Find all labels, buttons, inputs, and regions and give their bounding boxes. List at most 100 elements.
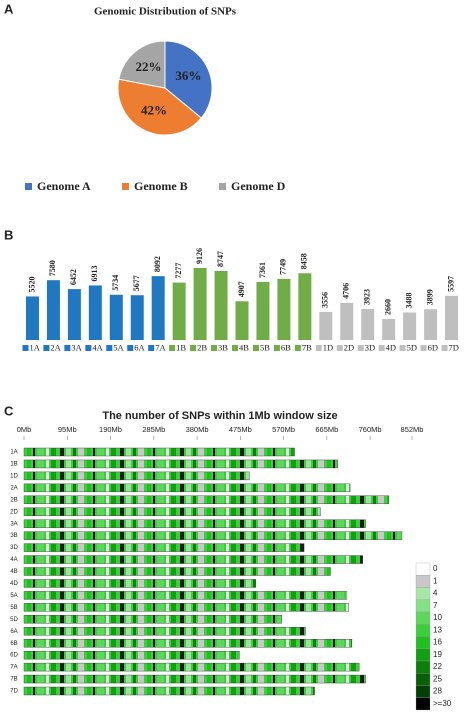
legend-swatch [273,345,280,351]
legend-swatch [43,345,50,351]
x-tick-label: 1B [176,342,186,352]
colorbar-label: 7 [433,601,438,610]
row-label: 5A [10,593,17,599]
value-label: 4706 [342,283,351,299]
value-label: 7580 [48,260,57,276]
x-tick-label: 4D [386,342,396,352]
colorbar-label: 13 [433,625,442,634]
chromosome-bar [23,507,321,516]
value-label: 9126 [195,248,204,264]
x-tick-label: 7B [302,342,312,352]
value-label: 7361 [258,262,267,278]
x-tick-label: 1D [323,342,333,352]
value-label: 8747 [216,251,225,267]
row-label: 1B [10,462,17,468]
legend-swatch [85,345,92,351]
value-label: 7277 [174,263,183,279]
colorbar-cell [415,648,431,662]
slice-label: 42% [141,102,167,117]
bar [445,295,459,340]
chart-title: The number of SNPs within 1Mb window siz… [102,410,337,422]
x-tick-label: 6D [428,342,438,352]
x-tick-label: 5D [407,342,417,352]
value-label: 4907 [237,281,246,297]
chromosome-bar [23,447,295,457]
colorbar-label: 19 [433,650,442,659]
legend-label: Genome D [231,179,286,193]
x-tick-label: 3A [71,342,82,352]
x-tick-label: 380Mb [186,425,209,434]
row-label: 3A [10,521,17,527]
chromosome-bar [23,543,305,552]
x-tick-label: 95Mb [58,425,77,434]
legend-swatch [211,345,218,351]
legend-swatch [357,345,364,351]
x-tick-label: 285Mb [142,425,165,434]
value-label: 8092 [153,256,162,272]
value-label: 5597 [446,276,455,292]
row-label: 1A [10,450,17,456]
legend-swatch [169,345,176,351]
row-label: 5D [10,617,18,623]
x-tick-label: 475Mb [229,425,252,434]
value-label: 3923 [363,289,372,305]
colorbar-cell [415,575,431,588]
legend-swatch [190,345,197,351]
pie-slice [118,40,166,89]
chromosome-bar [23,674,366,684]
chromosome-bar [23,567,331,576]
legend-swatch [22,345,29,351]
legend-swatch [219,183,226,190]
x-tick-label: 760Mb [359,425,382,434]
value-label: 3899 [425,289,434,305]
colorbar-cell [415,624,431,637]
legend-swatch [420,345,427,351]
colorbar-cell [415,660,431,674]
x-tick-label: 1A [29,342,40,352]
colorbar-label: >=30 [433,699,452,708]
x-tick-label: 2B [197,342,207,352]
chromosome-bar [23,639,353,648]
bar [214,270,228,340]
chromosome-bar [23,495,389,504]
bar [172,282,186,340]
bar [88,285,102,340]
row-label: 6A [10,629,17,635]
x-tick-label: 852Mb [401,425,424,434]
slice-label: 36% [175,68,201,83]
value-label: 3488 [404,292,413,308]
bar [67,289,81,340]
row-label: 3B [10,533,17,539]
colorbar-label: 22 [433,662,442,671]
x-tick-label: 5B [260,342,270,352]
x-tick-label: 190Mb [99,425,122,434]
row-label: 7A [10,665,17,671]
bar [25,296,39,340]
bar [277,278,291,340]
chromosome-bar [23,579,256,588]
row-label: 1D [10,473,18,479]
x-tick-label: 665Mb [315,425,338,434]
colorbar-cell [415,611,431,625]
colorbar-cell [415,673,431,686]
row-label: 6B [10,641,17,647]
x-tick-label: 570Mb [272,425,295,434]
chromosome-bar [23,650,240,660]
chromosome-bar [23,555,364,564]
colorbar-label: 4 [433,589,438,598]
legend-label: Genome A [37,179,91,193]
chromosome-bar [23,627,306,636]
x-tick-label: 2A [50,342,61,352]
x-tick-label: 3B [218,342,228,352]
row-label: 4B [10,569,17,575]
legend-swatch [232,345,238,351]
x-tick-label: 5A [113,342,124,352]
x-tick-label: 2D [344,342,354,352]
pie-slice [164,40,213,119]
panel-label: C [4,403,14,418]
x-tick-label: 4A [92,342,103,352]
bar [319,311,333,340]
row-label: 4A [10,557,17,563]
bar [193,268,207,340]
